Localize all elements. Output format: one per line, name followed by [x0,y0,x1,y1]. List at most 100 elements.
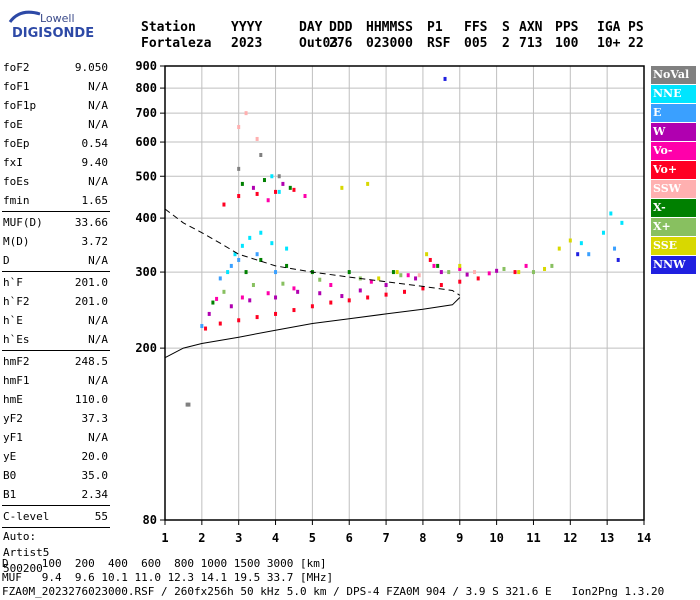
data-point [240,295,244,300]
param-row: M(D) 3.72 [2,232,110,251]
header-label-10: IGA [597,20,621,35]
x-tick-label: 6 [346,531,353,545]
x-tick-label: 3 [235,531,242,545]
param-row: fxI 9.40 [2,153,110,172]
data-point [366,295,370,300]
data-point [266,291,270,296]
footer-file-info: FZA0M_2023276023000.RSF / 260fx256h 50 k… [2,585,665,598]
y-tick-label: 900 [135,59,157,73]
param-row: fmin 1.65 [2,191,110,210]
legend-entry-ssw: SSW [651,180,696,198]
data-point [340,185,344,190]
data-point [248,235,252,240]
data-point [318,277,322,282]
header-value-3: 276 [329,36,353,51]
data-point [285,246,289,251]
header-label-7: S [502,20,510,35]
y-tick-label: 200 [135,341,157,355]
data-point [237,257,241,262]
param-row: foE N/A [2,115,110,134]
param-separator [2,350,110,351]
brand-line2: DIGISONDE [12,26,95,41]
data-point [391,270,395,275]
data-point [340,294,344,299]
data-point [211,300,215,305]
data-point [292,308,296,313]
header-value-4: 023000 [366,36,413,51]
param-value: 1.65 [81,194,109,207]
header-label-8: AXN [519,20,543,35]
header-labels-row: Station YYYY DAY DDD HHMMSS P1 FFS S AXN PPS IGA PS [141,20,661,36]
data-point [274,295,278,300]
data-point [557,246,561,251]
data-point [613,246,617,251]
param-row: C-level 55 [2,507,110,526]
data-point [576,252,580,257]
data-point [366,181,370,186]
param-name: fmin [3,194,30,207]
data-point [277,189,281,194]
x-tick-label: 1 [161,531,168,545]
header-label-0: Station [141,20,196,35]
footer: D 100 200 400 600 800 1000 1500 3000 [km… [2,557,664,599]
data-point [281,281,285,286]
data-point [417,273,421,278]
data-point [406,273,410,278]
y-tick-label: 800 [135,81,157,95]
param-value: N/A [88,374,108,387]
header-label-3: DDD [329,20,353,35]
data-point [218,321,222,326]
data-point [476,276,480,281]
data-point [601,230,605,235]
data-point [487,271,491,276]
param-value: N/A [88,431,108,444]
param-name: foE [3,118,23,131]
header-label-6: FFS [464,20,488,35]
param-name: B0 [3,469,17,482]
data-point [318,291,322,296]
x-tick-label: 9 [456,531,463,545]
data-point [399,273,403,278]
x-tick-label: 5 [309,531,316,545]
param-row: foF2 9.050 [2,58,110,77]
data-point [277,174,281,179]
param-row: foEp 0.54 [2,134,110,153]
x-tick-label: 7 [382,531,389,545]
data-point [568,238,572,243]
param-value: 248.5 [74,355,108,368]
data-point [204,326,208,331]
data-point [310,304,314,309]
param-name: B1 [3,488,17,501]
y-tick-label: 400 [135,211,157,225]
param-value: 201.0 [74,276,108,289]
data-point [255,252,259,257]
param-value: 37.3 [81,412,109,425]
data-point [543,266,547,271]
param-name: foF1 [3,80,30,93]
x-tick-label: 11 [526,531,540,545]
data-point [244,111,248,116]
data-point [384,283,388,288]
y-tick-label: 700 [135,106,157,120]
param-value: 110.0 [74,393,108,406]
param-row: h`F 201.0 [2,273,110,292]
param-row: yF2 37.3 [2,409,110,428]
param-name: hmE [3,393,23,406]
param-row: hmF2 248.5 [2,352,110,371]
param-separator [2,271,110,272]
data-point [240,243,244,248]
param-name: h`Es [3,333,30,346]
data-point [303,194,307,199]
data-point [347,270,351,275]
param-row: D N/A [2,251,110,270]
station-header: Station YYYY DAY DDD HHMMSS P1 FFS S AXN PPS IGA PS… [141,20,661,52]
param-name: hmF1 [3,374,30,387]
data-point [187,402,191,407]
data-point [281,181,285,186]
param-value: N/A [88,99,108,112]
param-name: yF2 [3,412,23,425]
data-point [262,178,266,183]
data-point [347,298,351,303]
data-point [296,289,300,294]
